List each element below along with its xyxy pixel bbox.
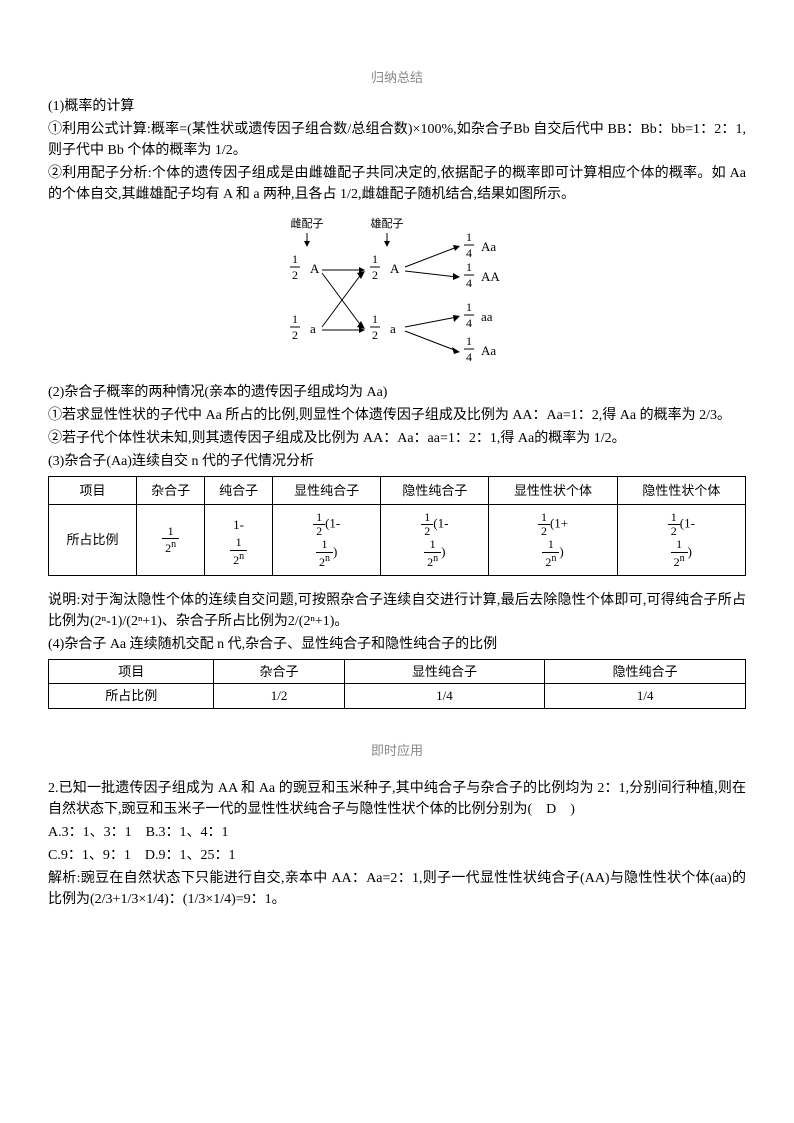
svg-text:A: A — [390, 261, 400, 276]
paragraph: (1)概率的计算 — [48, 96, 746, 117]
table-header: 项目 — [49, 659, 214, 684]
question: 2.已知一批遗传因子组成为 AA 和 Aa 的豌豆和玉米种子,其中纯合子与杂合子… — [48, 778, 746, 820]
table-cell: 12(1- 12n) — [381, 505, 489, 576]
table-cell: 12(1- 12n) — [617, 505, 745, 576]
paragraph: 说明:对于淘汰隐性个体的连续自交问题,可按照杂合子连续自交进行计算,最后去除隐性… — [48, 590, 746, 632]
svg-text:aa: aa — [481, 309, 493, 324]
table-random-mating: 项目 杂合子 显性纯合子 隐性纯合子 所占比例 1/2 1/4 1/4 — [48, 659, 746, 709]
table-cell: 所占比例 — [49, 684, 214, 709]
section-header-application: 即时应用 — [48, 741, 746, 761]
table-header: 显性纯合子 — [273, 476, 381, 505]
section-header-summary: 归纳总结 — [48, 68, 746, 88]
svg-text:1: 1 — [466, 334, 472, 348]
table-header: 显性纯合子 — [344, 659, 545, 684]
svg-text:4: 4 — [466, 276, 472, 290]
table-cell: 1/4 — [545, 684, 746, 709]
svg-text:1: 1 — [292, 312, 298, 326]
gamete-diagram: 雌配子 雄配子 1 2 A 1 2 a 1 2 A 1 2 a 1 4 Aa 1… — [48, 215, 746, 372]
paragraph: ①利用公式计算:概率=(某性状或遗传因子组合数/总组合数)×100%,如杂合子B… — [48, 119, 746, 161]
table-header: 项目 — [49, 476, 137, 505]
table-cell: 1-12n — [205, 505, 273, 576]
svg-text:1: 1 — [372, 252, 378, 266]
table-cell: 所占比例 — [49, 505, 137, 576]
table-header: 隐性纯合子 — [381, 476, 489, 505]
svg-text:4: 4 — [466, 316, 472, 330]
table-header: 杂合子 — [137, 476, 205, 505]
svg-text:1: 1 — [292, 252, 298, 266]
table-cell: 12n — [137, 505, 205, 576]
svg-text:Aa: Aa — [481, 343, 496, 358]
paragraph: (4)杂合子 Aa 连续随机交配 n 代,杂合子、显性纯合子和隐性纯合子的比例 — [48, 634, 746, 655]
svg-text:1: 1 — [466, 300, 472, 314]
table-header: 显性性状个体 — [489, 476, 617, 505]
paragraph: ②利用配子分析:个体的遗传因子组成是由雌雄配子共同决定的,依据配子的概率即可计算… — [48, 163, 746, 205]
paragraph: (3)杂合子(Aa)连续自交 n 代的子代情况分析 — [48, 451, 746, 472]
svg-text:2: 2 — [292, 268, 298, 282]
svg-text:AA: AA — [481, 269, 500, 284]
svg-text:1: 1 — [372, 312, 378, 326]
svg-text:4: 4 — [466, 350, 472, 364]
svg-text:a: a — [390, 321, 396, 336]
svg-text:1: 1 — [466, 230, 472, 244]
paragraph: ①若求显性性状的子代中 Aa 所占的比例,则显性个体遗传因子组成及比例为 AA：… — [48, 405, 746, 426]
table-cell: 12(1- 12n) — [273, 505, 381, 576]
svg-text:Aa: Aa — [481, 239, 496, 254]
svg-text:雌配子: 雌配子 — [291, 216, 324, 230]
svg-text:A: A — [310, 261, 320, 276]
table-cell: 1/4 — [344, 684, 545, 709]
svg-text:2: 2 — [372, 268, 378, 282]
svg-text:2: 2 — [292, 328, 298, 342]
paragraph: ②若子代个体性状未知,则其遗传因子组成及比例为 AA：Aa：aa=1：2：1,得… — [48, 428, 746, 449]
svg-text:1: 1 — [466, 260, 472, 274]
explanation: 解析:豌豆在自然状态下只能进行自交,亲本中 AA：Aa=2：1,则子一代显性性状… — [48, 868, 746, 910]
svg-text:雄配子: 雄配子 — [371, 216, 404, 230]
svg-text:4: 4 — [466, 246, 472, 260]
paragraph: (2)杂合子概率的两种情况(亲本的遗传因子组成均为 Aa) — [48, 382, 746, 403]
table-cell: 1/2 — [214, 684, 344, 709]
option-line: C.9：1、9：1 D.9：1、25：1 — [48, 845, 746, 866]
table-selfing: 项目 杂合子 纯合子 显性纯合子 隐性纯合子 显性性状个体 隐性性状个体 所占比… — [48, 476, 746, 576]
table-header: 杂合子 — [214, 659, 344, 684]
table-header: 隐性性状个体 — [617, 476, 745, 505]
table-header: 纯合子 — [205, 476, 273, 505]
svg-text:2: 2 — [372, 328, 378, 342]
table-header: 隐性纯合子 — [545, 659, 746, 684]
table-cell: 12(1+ 12n) — [489, 505, 617, 576]
svg-text:a: a — [310, 321, 316, 336]
option-line: A.3：1、3：1 B.3：1、4：1 — [48, 822, 746, 843]
